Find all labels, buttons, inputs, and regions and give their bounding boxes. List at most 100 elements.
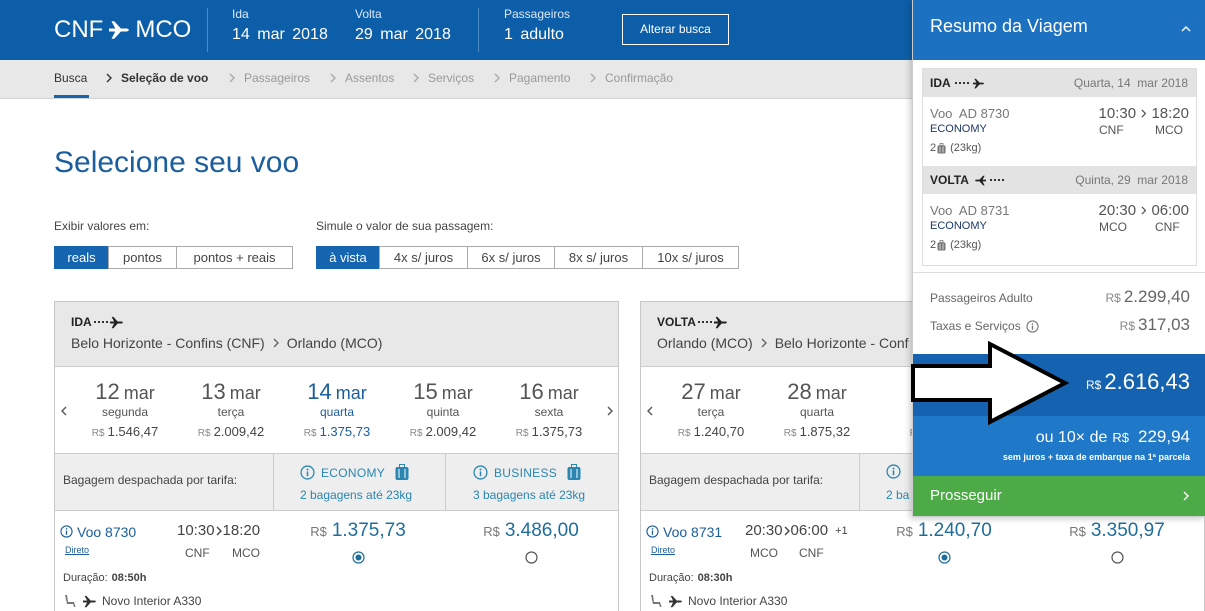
currency: R$ <box>515 428 529 439</box>
display-option[interactable]: pontos + reais <box>176 246 293 269</box>
breadcrumb-chevron <box>590 73 596 83</box>
info-icon <box>473 465 488 480</box>
fare-baggage: 2 bagagens até 23kg <box>300 488 413 502</box>
direction-row: VOLTA <box>657 315 727 329</box>
currency: R$ <box>303 428 317 439</box>
price: 1.875,32 <box>799 424 851 439</box>
amount: 1.240,70 <box>917 520 992 541</box>
bag-weight: (23kg) <box>950 239 982 251</box>
proceed-button[interactable]: Prosseguir <box>913 476 1205 516</box>
leg-direction: IDA <box>930 76 984 90</box>
date-option[interactable]: 14 mar quarta R$ 1.375,73 <box>284 368 390 453</box>
plane-icon <box>669 595 682 608</box>
alter-search-button[interactable]: Alterar busca <box>622 14 729 45</box>
dotted-line <box>954 82 969 84</box>
amount: 229,94 <box>1138 427 1190 446</box>
time-chevron <box>1141 109 1147 118</box>
date-price: R$ 2.009,42 <box>390 424 496 439</box>
fare-price: R$ 3.486,00 <box>451 520 611 542</box>
date-option[interactable]: 15 mar quinta R$ 2.009,42 <box>390 368 496 453</box>
duration: Duração: 08:30h <box>649 572 733 584</box>
date-price: R$ 1.546,47 <box>72 424 178 439</box>
date-option[interactable]: 28 mar quarta R$ 1.875,32 <box>764 368 870 453</box>
summary-header: Resumo da Viagem <box>913 0 1205 60</box>
installments-option[interactable]: 10x s/ juros <box>642 246 739 269</box>
depart-time: 10:30 <box>177 522 215 539</box>
fare-name-row: BUSINESS <box>473 464 581 481</box>
currency: R$ <box>483 524 500 539</box>
flight-number: Voo 8731 <box>663 524 723 540</box>
flight-stop[interactable]: Direto <box>65 545 90 555</box>
fare-price: R$ 1.240,70 <box>864 520 1024 542</box>
breadcrumb-chevron <box>330 73 336 83</box>
duration-value: 08:50h <box>111 572 147 584</box>
amount: 2.616,43 <box>1104 369 1190 394</box>
display-label: Exibir valores em: <box>54 219 150 233</box>
display-option[interactable]: pontos <box>108 246 177 269</box>
page-title: Selecione seu voo <box>54 146 300 179</box>
suitcase-icon <box>395 464 409 481</box>
date-line: 12 mar <box>72 379 178 405</box>
date-month: mar <box>709 383 741 403</box>
currency: R$ <box>1112 430 1129 445</box>
direction: IDA <box>71 315 92 329</box>
breadcrumb-chevron <box>229 73 235 83</box>
installments-option[interactable]: 6x s/ juros <box>467 246 555 269</box>
date-weekday: quinta <box>426 405 460 419</box>
proceed-chevron <box>1183 491 1189 501</box>
leg-cabin: ECONOMY <box>930 123 987 135</box>
bag-count: 2 <box>930 239 937 251</box>
date-option[interactable]: 27 mar terça R$ 1.240,70 <box>658 368 764 453</box>
leg-date: Quinta, 29 mar 2018 <box>1075 173 1188 187</box>
currency: R$ <box>1119 319 1135 333</box>
price: 2.009,42 <box>213 424 265 439</box>
display-option[interactable]: reals <box>54 246 109 269</box>
fare-name-row: ECONOMY <box>300 464 409 481</box>
leg-date: Quarta, 14 mar 2018 <box>1073 76 1188 90</box>
proceed-label: Prosseguir <box>930 487 1002 504</box>
leg-times: 20:30 06:00 <box>1099 202 1189 219</box>
divider <box>445 454 446 510</box>
date-day: 28 <box>787 379 812 404</box>
time-chevron <box>784 526 790 536</box>
installment-prefix: ou 10× de <box>1035 429 1108 446</box>
duration: Duração: 08:50h <box>63 572 147 584</box>
date-weekday: terça <box>697 405 725 419</box>
installments-option[interactable]: à vista <box>316 246 380 269</box>
flight-number: Voo 8730 <box>77 524 137 540</box>
route-chevron <box>761 338 767 348</box>
installments-option[interactable]: 8x s/ juros <box>554 246 643 269</box>
date-price: R$ 1.875,32 <box>764 424 870 439</box>
bag-icon <box>937 142 946 154</box>
leg-to: CNF <box>1155 220 1180 234</box>
taxes-label: Taxas e Serviços <box>930 319 1039 333</box>
installments-option[interactable]: 4x s/ juros <box>379 246 468 269</box>
date-weekday: quarta <box>319 405 355 419</box>
aircraft-name: Novo Interior A330 <box>102 594 202 608</box>
to-code: CNF <box>799 546 824 560</box>
date-line: 13 mar <box>178 379 284 405</box>
breadcrumb-step[interactable]: Busca <box>54 71 88 85</box>
breadcrumb-step: Serviços <box>428 71 475 85</box>
price: 1.375,73 <box>531 424 583 439</box>
date-month: mar <box>123 383 155 403</box>
date-month: mar <box>815 383 847 403</box>
flight-stop[interactable]: Direto <box>651 545 676 555</box>
date-option[interactable]: 12 mar segunda R$ 1.546,47 <box>72 368 178 453</box>
price: 2.009,42 <box>425 424 477 439</box>
info-icon <box>60 525 73 538</box>
total-amount: R$ 2.616,43 <box>1086 369 1190 395</box>
currency: R$ <box>310 524 327 539</box>
installment-line: ou 10× de R$ 229,94 <box>1036 427 1190 447</box>
trip-summary: Resumo da Viagem IDA Quarta, 14 mar 2018 Vo… <box>912 0 1205 517</box>
date-option[interactable]: 16 mar sexta R$ 1.375,73 <box>496 368 602 453</box>
date-line: 15 mar <box>390 379 496 405</box>
arrive-time: 18:20 <box>222 522 261 539</box>
info-icon <box>886 464 901 479</box>
currency: R$ <box>1105 291 1121 305</box>
currency: R$ <box>91 428 105 439</box>
fare-radio <box>525 551 538 564</box>
date-day: 27 <box>681 379 706 404</box>
leg-flight: Voo AD 8730 <box>930 106 1010 121</box>
date-option[interactable]: 13 mar terça R$ 2.009,42 <box>178 368 284 453</box>
